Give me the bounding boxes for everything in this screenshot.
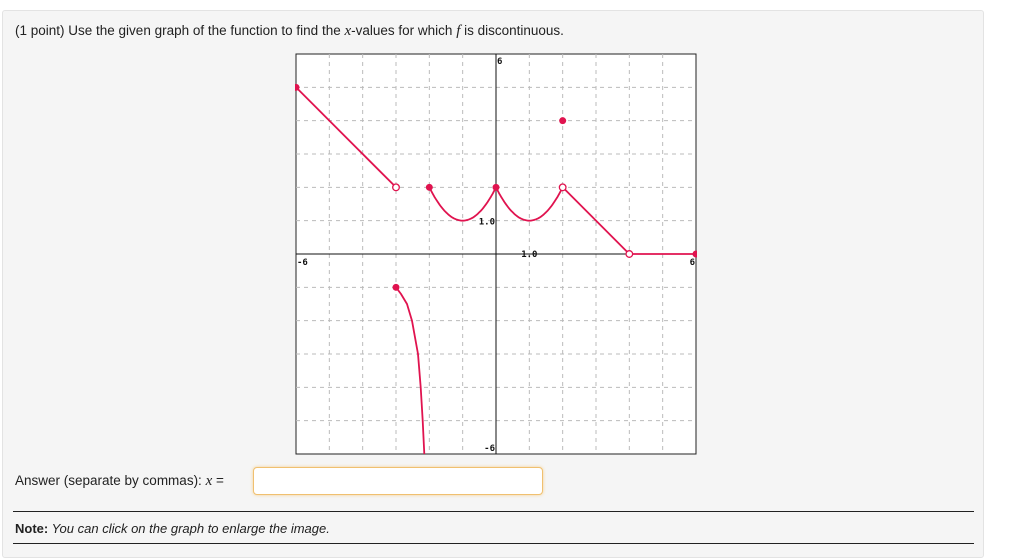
graph-curve-2	[495, 186, 564, 222]
graph-curve-0	[295, 86, 397, 188]
problem-statement: (1 point) Use the given graph of the fun…	[15, 23, 564, 40]
open-point	[625, 250, 634, 258]
problem-panel: (1 point) Use the given graph of the fun…	[2, 10, 984, 558]
answer-var: x	[205, 473, 213, 489]
var-f: f	[456, 23, 461, 39]
equals-sign: =	[212, 473, 224, 488]
closed-point	[295, 83, 300, 91]
graph-curve-5	[395, 286, 426, 455]
note: Note: You can click on the graph to enla…	[15, 521, 330, 536]
closed-point	[692, 250, 697, 258]
answer-label-text: Answer (separate by commas):	[15, 473, 206, 488]
problem-text: (1 point) Use the given graph of the fun…	[15, 23, 345, 38]
closed-point	[392, 283, 400, 291]
tick-label-y-max: 6	[497, 57, 502, 67]
note-text: You can click on the graph to enlarge th…	[48, 521, 330, 536]
tick-label-y-unit: 1.0	[479, 218, 495, 228]
var-x: x	[344, 23, 352, 39]
note-label: Note:	[15, 521, 49, 536]
problem-text: is discontinuous.	[460, 23, 564, 38]
tick-label-x-min: -6	[297, 258, 308, 268]
divider	[13, 543, 974, 544]
function-graph[interactable]: 6 -6 -6 6 1.0 1.0	[295, 53, 697, 455]
closed-point	[559, 117, 567, 125]
graph-curve-3	[562, 186, 630, 255]
problem-text: -values for which	[351, 23, 457, 38]
closed-point	[425, 183, 433, 191]
open-point	[392, 183, 400, 192]
tick-label-x-max: 6	[690, 258, 695, 268]
open-point	[558, 183, 567, 192]
answer-input[interactable]	[253, 467, 543, 495]
tick-label-x-unit: 1.0	[521, 250, 537, 260]
answer-label: Answer (separate by commas): x =	[15, 473, 224, 490]
graph-curve-1	[428, 186, 497, 222]
tick-label-y-min: -6	[484, 444, 495, 454]
divider	[13, 511, 974, 512]
closed-point	[492, 183, 500, 191]
